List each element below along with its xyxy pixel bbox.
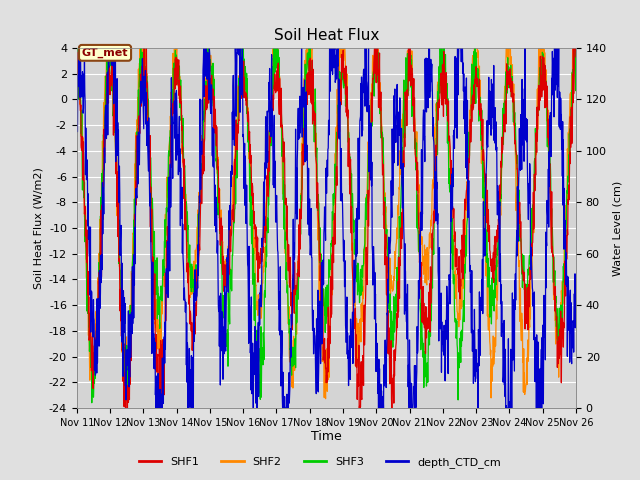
Y-axis label: Soil Heat Flux (W/m2): Soil Heat Flux (W/m2)	[33, 167, 44, 289]
X-axis label: Time: Time	[311, 431, 342, 444]
Y-axis label: Water Level (cm): Water Level (cm)	[612, 180, 623, 276]
Title: Soil Heat Flux: Soil Heat Flux	[274, 28, 379, 43]
Legend: SHF1, SHF2, SHF3, depth_CTD_cm: SHF1, SHF2, SHF3, depth_CTD_cm	[135, 452, 505, 472]
Text: GT_met: GT_met	[82, 48, 128, 58]
